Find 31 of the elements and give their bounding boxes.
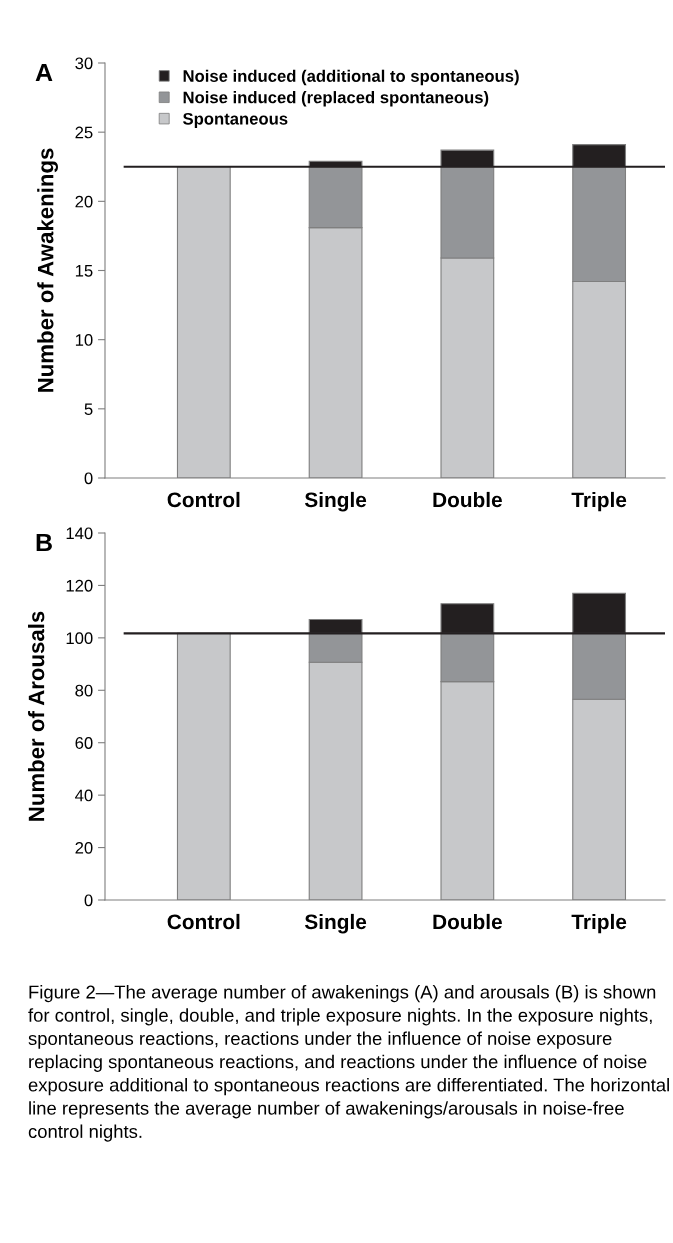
y-tick-label: 0 [84,472,93,485]
y-tick-label: 0 [84,894,93,907]
chart-title: A [35,63,53,82]
y-tick-label: 60 [75,737,93,749]
x-tick-label: Triple [571,491,627,512]
x-tick-label: Single [304,913,367,934]
caption: Figure 2—The average number of awakenings (A) and arousals (B) is shown for control, single, double, and triple exposure nights. In the exposure nights, spontaneous reactions, reactions under the influence of noise exposure replacing spontaneous reactions, and reactions under the influence of noise exposure additional to spontaneous reactions are differentiated. The horizontal line represents the average number of awakenings/arousals in noise-free control nights. [28,985,669,1142]
y-tick-label: 10 [75,334,93,346]
y-tick-label: 20 [75,841,93,854]
legend-label: Noise induced (replaced spontaneous) [183,91,489,107]
x-tick-label: Triple [571,913,627,934]
y-tick-label: 100 [66,632,93,645]
y-tick-label: 5 [84,403,93,416]
y-tick-label: 15 [75,265,93,277]
x-tick-label: Control [167,491,240,508]
x-tick-label: Double [433,491,502,508]
y-tick-label: 80 [75,684,93,697]
y-tick-label: 20 [75,195,93,208]
x-tick-label: Double [433,913,502,930]
x-tick-label: Control [167,913,240,930]
x-tick-label: Single [304,491,367,512]
y-axis-title: Number of Awakenings [37,148,58,392]
y-tick-label: 140 [66,527,93,540]
y-axis-title: Number of Arousals [28,611,45,821]
chart-title: B [36,533,52,552]
y-tick-label: 30 [75,57,93,70]
y-tick-label: 25 [75,126,93,139]
y-tick-label: 120 [66,579,93,592]
y-tick-label: 40 [75,789,93,802]
legend-label: Spontaneous [183,112,288,128]
legend-label: Noise induced (additional to spontaneous) [183,69,519,86]
